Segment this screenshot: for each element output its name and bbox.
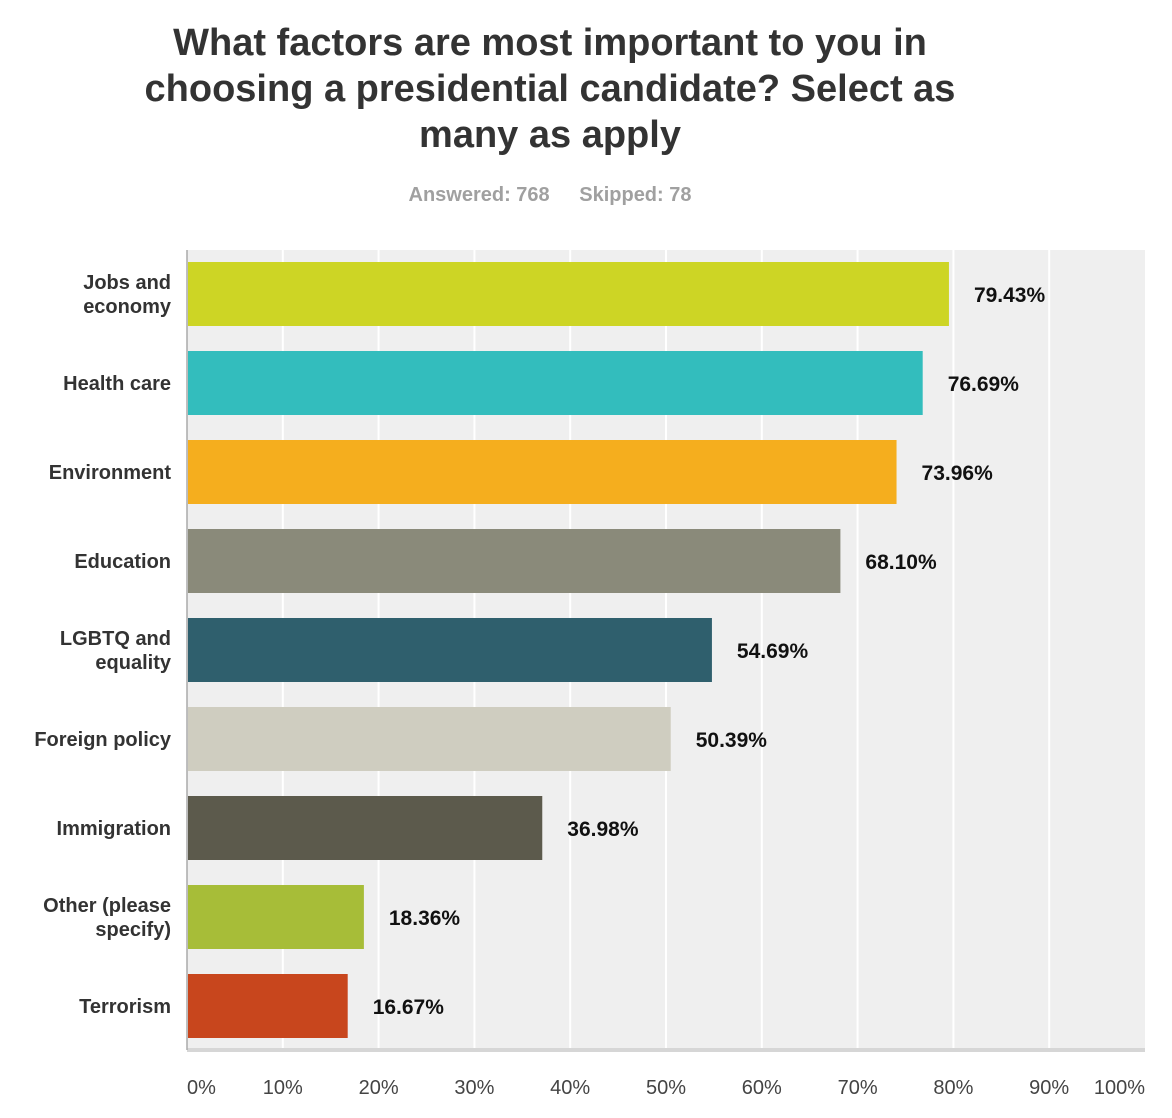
data-label: 54.69% bbox=[737, 640, 809, 663]
x-tick-label: 50% bbox=[646, 1077, 686, 1099]
category-label: economy bbox=[83, 296, 172, 318]
x-tick-label: 40% bbox=[550, 1077, 590, 1099]
bar bbox=[188, 529, 841, 593]
category-label: LGBTQ and bbox=[60, 628, 171, 650]
bar bbox=[188, 351, 923, 415]
category-label: equality bbox=[95, 652, 171, 674]
data-label: 50.39% bbox=[696, 729, 768, 752]
category-label: specify) bbox=[95, 919, 171, 941]
bar bbox=[188, 618, 712, 682]
x-tick-label: 80% bbox=[933, 1077, 973, 1099]
x-tick-label: 10% bbox=[263, 1077, 303, 1099]
bar bbox=[188, 440, 897, 504]
category-label: Other (please bbox=[43, 895, 171, 917]
data-label: 18.36% bbox=[389, 907, 461, 930]
skipped-count: Skipped: 78 bbox=[579, 184, 692, 206]
data-label: 36.98% bbox=[567, 818, 639, 841]
bar bbox=[188, 796, 543, 860]
category-label: Environment bbox=[49, 462, 172, 484]
data-label: 16.67% bbox=[373, 996, 445, 1019]
chart-title: What factors are most important to you i… bbox=[144, 22, 956, 156]
bar bbox=[188, 974, 348, 1038]
category-label: Foreign policy bbox=[34, 729, 172, 751]
category-label: Education bbox=[74, 551, 171, 573]
data-label: 73.96% bbox=[922, 462, 994, 485]
x-tick-label: 90% bbox=[1029, 1077, 1069, 1099]
category-label: Jobs and bbox=[83, 272, 171, 294]
data-label: 68.10% bbox=[865, 551, 937, 574]
x-tick-label: 60% bbox=[742, 1077, 782, 1099]
answered-count: Answered: 768 bbox=[408, 184, 550, 206]
data-label: 76.69% bbox=[948, 373, 1020, 396]
response-stats: Answered: 768 Skipped: 78 bbox=[0, 184, 1100, 207]
x-tick-label: 20% bbox=[359, 1077, 399, 1099]
bar bbox=[188, 262, 949, 326]
x-tick-label: 100% bbox=[1094, 1077, 1145, 1099]
category-label: Terrorism bbox=[79, 996, 171, 1018]
bar bbox=[188, 885, 364, 949]
category-label: Immigration bbox=[57, 818, 171, 840]
category-label: Health care bbox=[63, 373, 171, 395]
x-tick-label: 70% bbox=[838, 1077, 878, 1099]
data-label: 79.43% bbox=[974, 284, 1046, 307]
x-tick-label: 0% bbox=[187, 1077, 216, 1099]
x-tick-label: 30% bbox=[454, 1077, 494, 1099]
bar bbox=[188, 707, 671, 771]
